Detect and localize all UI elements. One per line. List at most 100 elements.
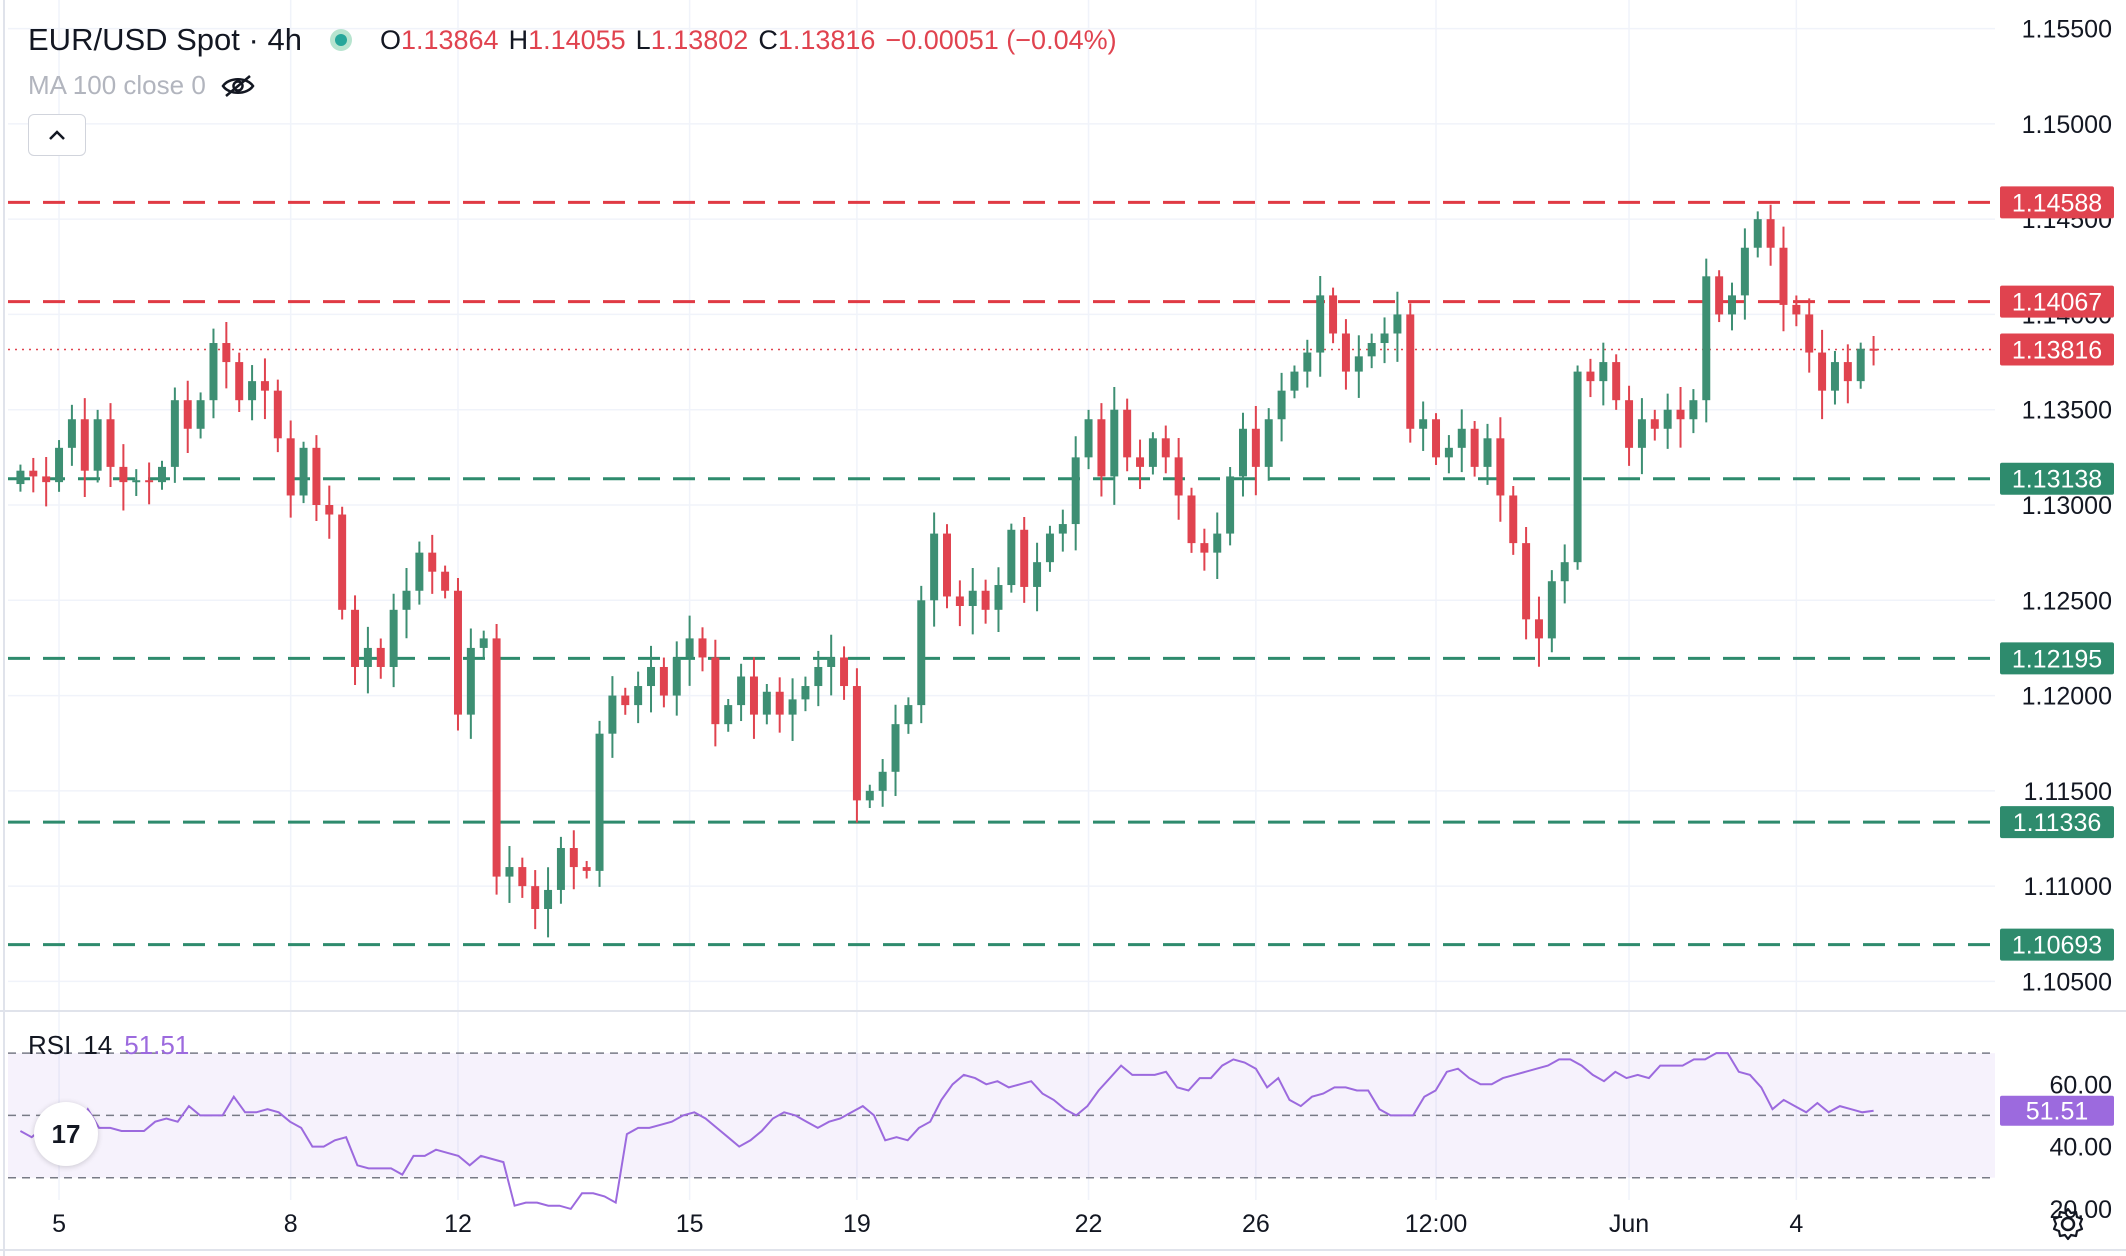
level-price-label: 1.13816	[2012, 336, 2102, 364]
candle-up	[556, 848, 565, 890]
candle-down	[775, 691, 784, 715]
candle-up	[1354, 356, 1363, 372]
candle-up	[1238, 428, 1247, 477]
rsi-tick-label: 40.00	[2049, 1134, 2112, 1162]
candle-up	[1367, 343, 1376, 357]
rsi-value-label: 51.51	[2026, 1098, 2089, 1126]
candle-down	[621, 695, 630, 706]
high-label: H	[508, 24, 529, 55]
price-tick-label: 1.12000	[2022, 683, 2112, 711]
candle-up	[1663, 409, 1672, 429]
candle-up	[67, 419, 76, 448]
candlestick-series	[16, 204, 1878, 938]
candle-down	[943, 533, 951, 597]
candle-down	[531, 886, 540, 909]
candle-down	[1251, 428, 1260, 467]
candle-up	[1444, 447, 1453, 458]
candle-down	[1136, 457, 1145, 467]
time-tick-label: 5	[52, 1210, 66, 1238]
time-tick-label: Jun	[1609, 1210, 1649, 1238]
candle-up	[479, 638, 488, 648]
candle-down	[1534, 619, 1543, 639]
rsi-value: 51.51	[124, 1030, 190, 1060]
price-tick-label: 1.15000	[2022, 111, 2112, 139]
candle-down	[1843, 362, 1852, 382]
price-tick-label: 1.13000	[2022, 492, 2112, 520]
level-price-tag	[2000, 462, 2114, 495]
candle-up	[865, 790, 874, 801]
eye-hidden-icon[interactable]	[220, 73, 256, 99]
candle-up	[801, 686, 810, 700]
candle-up	[762, 691, 771, 715]
horizontal-levels	[8, 200, 1995, 947]
candle-down	[1341, 333, 1350, 372]
candle-up	[1637, 419, 1646, 448]
candle-down	[1432, 419, 1441, 458]
candle-up	[1560, 562, 1569, 582]
candle-down	[1792, 304, 1801, 315]
candle-up	[1148, 438, 1157, 467]
candle-up	[1058, 524, 1067, 534]
candle-up	[1380, 333, 1389, 344]
candle-up	[1226, 476, 1235, 534]
level-price-label: 1.14067	[2012, 289, 2102, 317]
market-status-icon	[329, 29, 352, 51]
candle-down	[1522, 543, 1531, 620]
candle-down	[1174, 457, 1183, 496]
level-price-label: 1.11336	[2013, 809, 2102, 837]
candle-down	[286, 438, 295, 496]
close-label: C	[758, 24, 778, 55]
candle-up	[724, 705, 733, 725]
candle-down	[659, 666, 668, 696]
candle-up	[132, 480, 141, 483]
candle-up	[1830, 362, 1839, 391]
candle-up	[1753, 219, 1762, 248]
level-price-tag	[2000, 806, 2114, 839]
candle-down	[840, 657, 849, 687]
rsi-legend[interactable]: RSI 14 51.51	[28, 1030, 189, 1061]
change-value: −0.00051 (−0.04%)	[885, 24, 1117, 55]
candle-up	[55, 447, 64, 483]
candle-up	[466, 647, 475, 715]
ma-indicator-legend[interactable]: MA 100 close 0	[28, 70, 256, 101]
candle-down	[1509, 495, 1518, 544]
candle-down	[1715, 276, 1724, 315]
candle-up	[1084, 419, 1093, 458]
candle-down	[1123, 409, 1132, 458]
low-label: L	[635, 24, 651, 55]
price-axis[interactable]: 1.155001.150001.145001.140001.135001.130…	[2022, 16, 2112, 997]
level-price-tag	[2000, 186, 2114, 219]
candle-down	[1766, 219, 1775, 248]
rsi-tick-label: 60.00	[2049, 1071, 2112, 1099]
candle-up	[814, 666, 823, 687]
level-price-label: 1.12195	[2012, 645, 2102, 673]
candle-down	[1020, 529, 1029, 587]
level-price-label: 1.14588	[2012, 189, 2102, 217]
time-axis[interactable]: 5 8 12 15 19 22 26 12:00 Jun 4	[52, 1210, 1803, 1238]
gear-icon[interactable]	[2050, 1206, 2086, 1242]
candle-up	[1264, 419, 1273, 467]
candle-up	[1457, 428, 1466, 448]
candle-up	[16, 470, 25, 485]
tradingview-logo[interactable]: 17	[34, 1102, 98, 1166]
candle-down	[106, 419, 115, 467]
candle-up	[1303, 352, 1312, 372]
candle-down	[222, 343, 231, 363]
candle-up	[930, 533, 939, 601]
candle-up	[1689, 400, 1698, 420]
candle-down	[1496, 438, 1505, 496]
price-tick-label: 1.11000	[2023, 873, 2112, 901]
time-tick-label: 15	[676, 1210, 704, 1238]
open-value: 1.13864	[400, 24, 499, 55]
candle-down	[569, 848, 578, 868]
candle-up	[1728, 295, 1736, 315]
candle-up	[685, 638, 694, 658]
candle-down	[1869, 348, 1878, 351]
rsi-period: 14	[83, 1030, 113, 1060]
time-tick-label: 8	[284, 1210, 298, 1238]
symbol-title[interactable]: EUR/USD Spot · 4h	[28, 22, 302, 57]
candle-down	[338, 514, 347, 610]
collapse-legend-button[interactable]	[28, 114, 86, 156]
